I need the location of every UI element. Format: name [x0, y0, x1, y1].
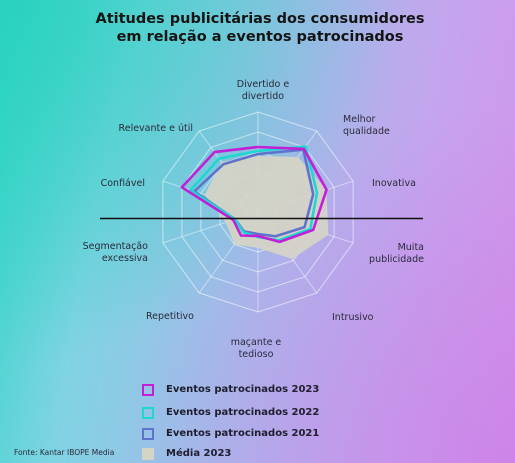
- axis-label-2: Melhor qualidade: [343, 114, 390, 137]
- axis-label-6: maçante e tedioso: [231, 337, 282, 360]
- legend-swatch-2022: [142, 407, 154, 419]
- axis-label-7: Repetitivo: [146, 311, 194, 322]
- axis-label-10: Relevante e útil: [119, 123, 193, 134]
- grid-ring-4: [181, 131, 335, 293]
- series-2023: [180, 145, 328, 244]
- axis-label-3: Inovativa: [372, 178, 416, 189]
- axis-label-9: Confiável: [101, 178, 145, 189]
- axis-label-5: Intrusivo: [332, 312, 374, 323]
- legend-label-2022: Eventos patrocinados 2022: [166, 407, 320, 418]
- legend-swatch-2023: [142, 384, 154, 396]
- grid-ring-5: [162, 111, 354, 313]
- radar-series: [180, 145, 329, 259]
- axis-labels: Divertido e divertido Melhor qualidade Inova…: [83, 79, 425, 360]
- legend-label-2023: Eventos patrocinados 2023: [166, 384, 320, 395]
- legend-swatch-media: [142, 448, 154, 460]
- title-line-1: Atitudes publicitárias dos consumidores: [95, 11, 425, 27]
- axis-label-1: Divertido e divertido: [237, 79, 290, 102]
- chart-title: Atitudes publicitárias dos consumidores …: [60, 10, 460, 46]
- axis-label-8: Segmentação excessiva: [83, 241, 149, 264]
- series-2021: [193, 148, 315, 238]
- legend-swatch-2021: [142, 428, 154, 440]
- source-note: Fonte: Kantar IBOPE Media: [14, 448, 115, 457]
- legend-label-2021: Eventos patrocinados 2021: [166, 428, 320, 439]
- title-line-2: em relação a eventos patrocinados: [116, 29, 404, 45]
- axis-label-4: Muita publicidade: [369, 242, 424, 265]
- legend-label-media: Média 2023: [166, 448, 232, 459]
